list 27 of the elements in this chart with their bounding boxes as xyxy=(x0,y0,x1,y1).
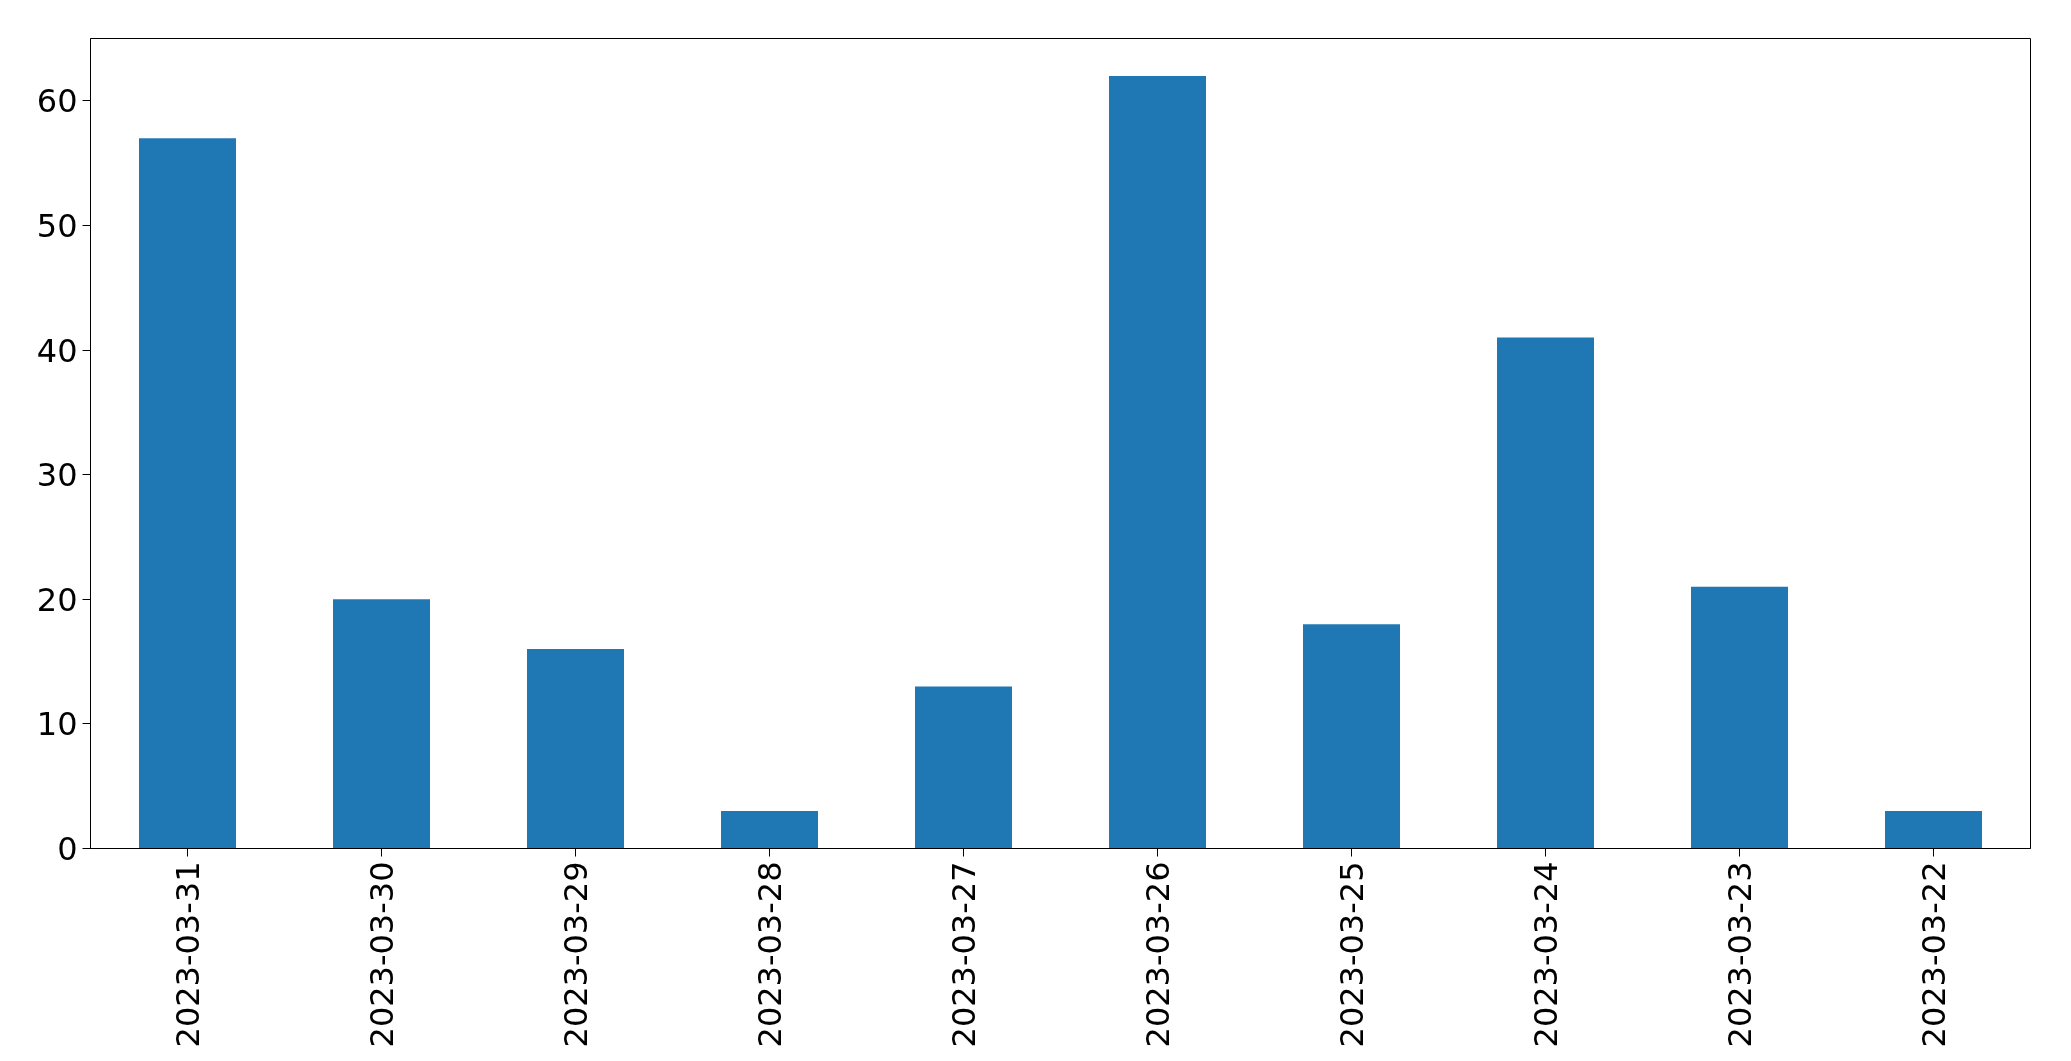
x-tick-label: 2023-03-24 xyxy=(1527,861,1565,1048)
y-tick-label: 0 xyxy=(57,830,78,868)
bar xyxy=(139,138,236,849)
y-tick-label: 20 xyxy=(36,580,78,619)
bar xyxy=(1497,337,1594,849)
bar xyxy=(527,649,624,849)
y-tick-label: 40 xyxy=(36,331,78,370)
bar xyxy=(333,599,430,849)
x-tick-label: 2023-03-27 xyxy=(945,861,983,1048)
x-tick-label: 2023-03-22 xyxy=(1915,861,1953,1048)
x-tick-label: 2023-03-29 xyxy=(557,861,595,1048)
y-tick-label: 50 xyxy=(36,206,78,245)
x-tick-label: 2023-03-28 xyxy=(751,861,789,1048)
y-tick-label: 30 xyxy=(36,456,78,495)
y-tick-label: 10 xyxy=(36,705,78,744)
x-tick-label: 2023-03-25 xyxy=(1333,861,1371,1048)
x-tick-label: 2023-03-23 xyxy=(1721,861,1759,1048)
bar xyxy=(721,811,818,849)
bar xyxy=(1109,75,1206,849)
bar xyxy=(1303,624,1400,849)
y-tick-label: 60 xyxy=(36,82,78,121)
x-tick-label: 2023-03-31 xyxy=(169,861,207,1048)
bar xyxy=(1691,586,1788,849)
x-tick-label: 2023-03-30 xyxy=(363,861,401,1048)
bar xyxy=(1885,811,1982,849)
x-tick-label: 2023-03-26 xyxy=(1139,861,1177,1048)
bar xyxy=(915,686,1012,849)
